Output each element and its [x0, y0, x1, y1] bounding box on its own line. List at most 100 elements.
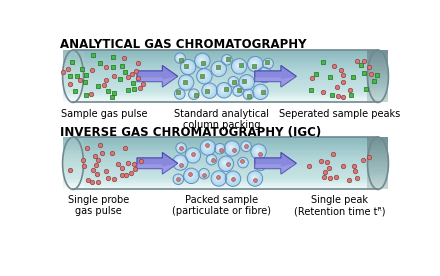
Circle shape	[198, 70, 210, 82]
Bar	[62, 80, 84, 81]
Circle shape	[241, 161, 243, 163]
Bar	[73, 51, 378, 53]
Circle shape	[177, 55, 182, 60]
Circle shape	[200, 73, 206, 79]
Bar	[367, 85, 389, 87]
Bar	[73, 89, 378, 91]
Bar	[73, 176, 378, 178]
Circle shape	[219, 85, 228, 94]
Bar	[62, 95, 84, 96]
Circle shape	[223, 161, 226, 164]
Bar	[367, 155, 389, 157]
Circle shape	[176, 143, 187, 153]
Circle shape	[176, 91, 183, 97]
Bar	[73, 71, 378, 72]
Bar	[62, 81, 84, 83]
Circle shape	[174, 156, 186, 168]
Circle shape	[222, 55, 232, 65]
Bar	[62, 140, 84, 141]
Bar	[367, 65, 389, 66]
Circle shape	[231, 59, 247, 74]
Circle shape	[174, 175, 182, 183]
Bar	[62, 179, 84, 180]
Circle shape	[176, 55, 183, 61]
Circle shape	[226, 142, 238, 155]
Bar	[62, 51, 84, 53]
Bar	[367, 81, 389, 83]
Bar	[73, 99, 378, 100]
Circle shape	[189, 152, 195, 158]
Bar	[62, 83, 84, 84]
Circle shape	[225, 58, 227, 60]
Bar	[62, 155, 84, 157]
Bar	[367, 137, 389, 138]
Circle shape	[244, 145, 246, 147]
Circle shape	[200, 140, 216, 155]
Bar	[62, 138, 84, 140]
Bar	[73, 142, 378, 144]
Bar	[73, 148, 378, 149]
Circle shape	[259, 70, 268, 79]
Bar	[73, 144, 378, 145]
Bar	[73, 154, 378, 155]
Bar	[62, 164, 84, 166]
Bar	[73, 54, 378, 55]
Bar	[73, 152, 378, 153]
Bar	[62, 87, 84, 88]
Bar	[367, 63, 389, 65]
Circle shape	[264, 59, 272, 68]
Bar	[62, 79, 84, 80]
Text: Single probe
gas pulse: Single probe gas pulse	[68, 195, 129, 216]
Bar	[62, 91, 84, 92]
Bar	[73, 150, 378, 152]
Circle shape	[184, 63, 190, 70]
Circle shape	[248, 56, 263, 72]
Bar	[367, 58, 389, 59]
Bar	[73, 149, 378, 150]
Circle shape	[203, 142, 212, 152]
Bar	[73, 79, 378, 80]
Bar	[73, 91, 378, 92]
Bar	[367, 174, 389, 175]
Bar	[73, 96, 378, 97]
Circle shape	[191, 92, 195, 96]
Circle shape	[242, 143, 249, 149]
Bar	[73, 187, 378, 188]
Bar	[73, 65, 378, 66]
Bar	[62, 180, 84, 182]
Circle shape	[264, 60, 271, 67]
Bar	[62, 85, 84, 87]
Bar	[73, 179, 378, 180]
Polygon shape	[255, 152, 297, 174]
Bar	[73, 159, 378, 161]
Bar	[62, 188, 84, 189]
Circle shape	[187, 150, 197, 160]
Bar	[73, 174, 378, 175]
Bar	[62, 185, 84, 187]
Bar	[73, 70, 378, 71]
Bar	[367, 185, 389, 187]
Bar	[73, 183, 378, 184]
Circle shape	[265, 61, 270, 65]
Circle shape	[176, 177, 180, 181]
Circle shape	[242, 142, 250, 150]
Circle shape	[244, 80, 247, 83]
Bar	[73, 81, 378, 83]
Bar	[367, 180, 389, 182]
Bar	[367, 89, 389, 91]
Circle shape	[235, 88, 239, 93]
Bar	[367, 59, 389, 60]
Bar	[62, 166, 84, 167]
Bar	[367, 67, 389, 68]
Circle shape	[213, 172, 225, 184]
Circle shape	[202, 172, 204, 174]
Bar	[62, 72, 84, 74]
Circle shape	[229, 146, 232, 149]
Bar	[367, 55, 389, 57]
Bar	[73, 84, 378, 85]
Bar	[73, 67, 378, 68]
Bar	[73, 93, 378, 95]
Bar	[62, 176, 84, 178]
Circle shape	[221, 88, 224, 91]
Bar	[73, 76, 378, 78]
